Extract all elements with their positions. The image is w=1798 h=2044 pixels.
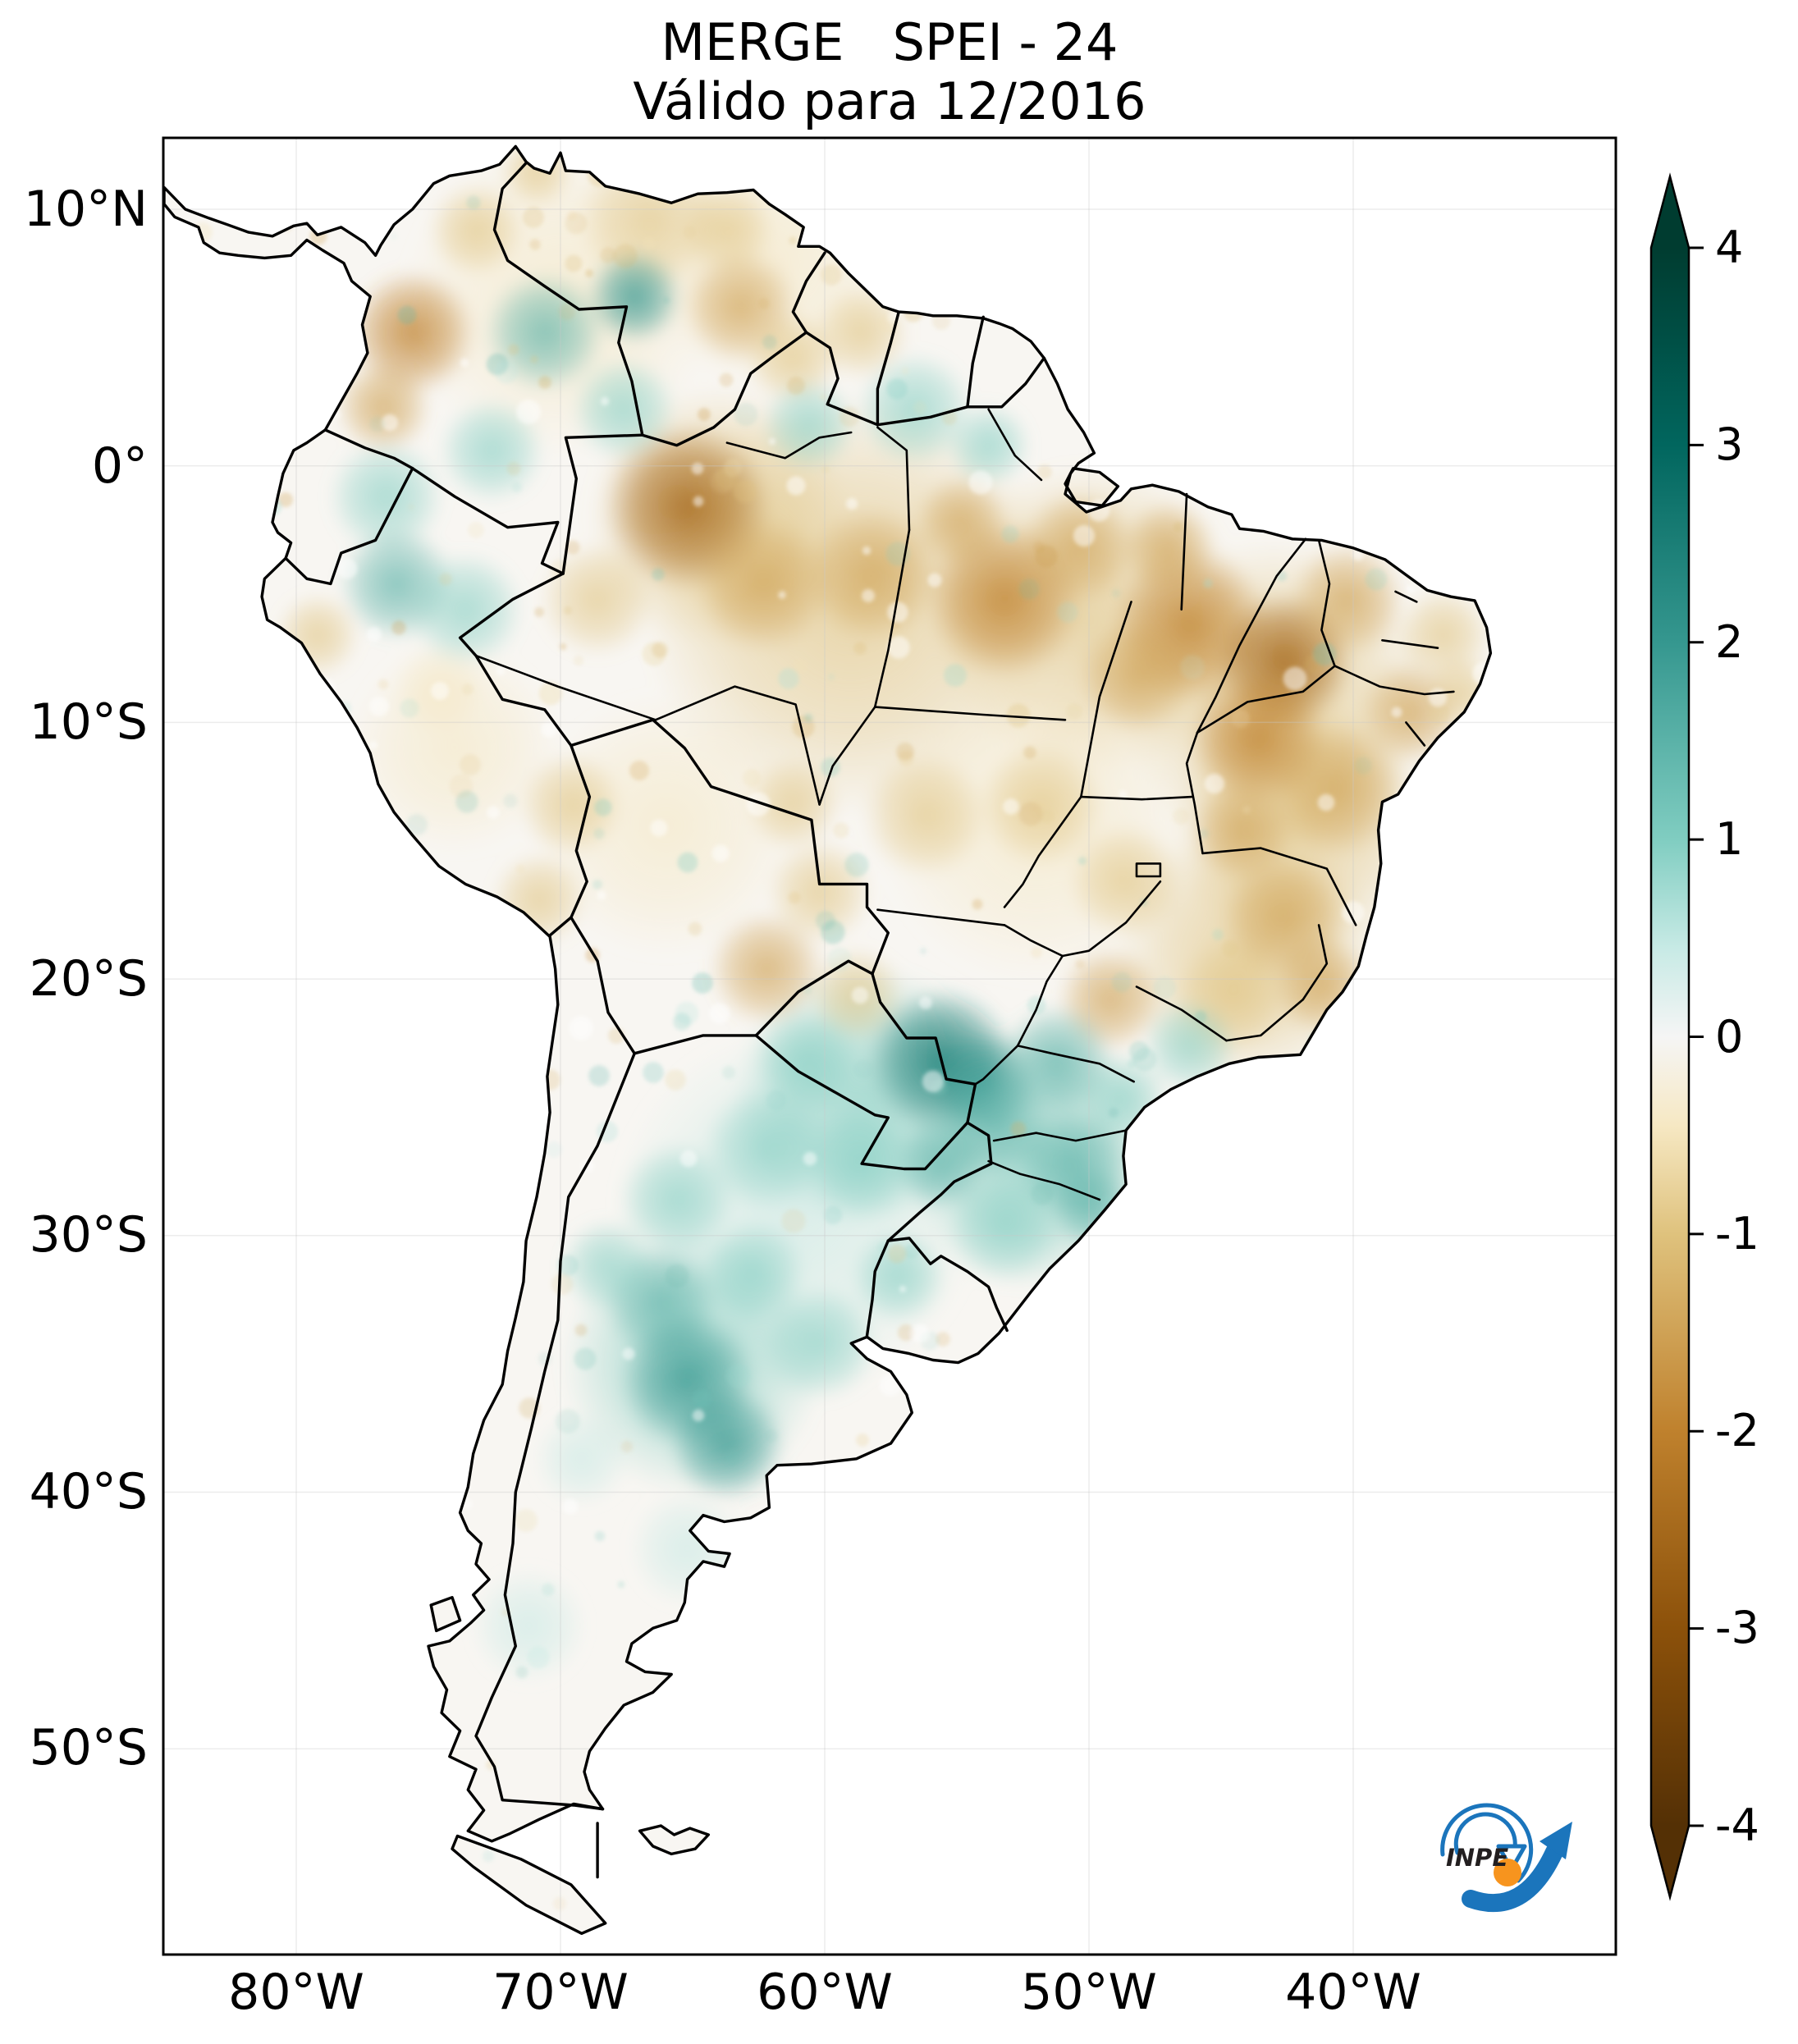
graticule: [163, 138, 1616, 1955]
figure-subtitle: Válido para 12/2016: [633, 71, 1146, 131]
inpe-logo: INPE: [1440, 1803, 1572, 1913]
map-axes: [162, 136, 1617, 1956]
x-tick-label-80w: 80°W: [228, 1964, 364, 2021]
colorbar: [1649, 172, 1704, 1901]
y-tick-label-10s: 10°S: [29, 693, 148, 751]
colorbar-tick-m3: -3: [1715, 1602, 1759, 1653]
colorbar-tick-m2: -2: [1715, 1405, 1759, 1456]
colorbar-tick-2: 2: [1715, 616, 1744, 668]
colorbar-tick-0: 0: [1715, 1011, 1744, 1063]
y-tick-label-20s: 20°S: [29, 950, 148, 1008]
colorbar-tick-4: 4: [1715, 222, 1744, 273]
country-borders: [284, 162, 1045, 1879]
y-tick-label-10n: 10°N: [23, 181, 148, 238]
colorbar-tick-3: 3: [1715, 418, 1744, 470]
coastline: [163, 144, 1493, 1935]
colorbar-tick-m4: -4: [1715, 1799, 1759, 1851]
x-tick-label-50w: 50°W: [1021, 1964, 1157, 2021]
colorbar-tick-m1: -1: [1715, 1208, 1759, 1260]
figure-title: MERGE SPEI - 24: [661, 12, 1119, 72]
x-tick-label-70w: 70°W: [492, 1964, 629, 2021]
x-tick-label-60w: 60°W: [757, 1964, 893, 2021]
state-borders: [474, 408, 1455, 1201]
y-tick-label-30s: 30°S: [29, 1206, 148, 1264]
y-tick-label-40s: 40°S: [29, 1463, 148, 1520]
x-tick-label-40w: 40°W: [1285, 1964, 1421, 2021]
colorbar-tick-1: 1: [1715, 813, 1744, 865]
inpe-logo-text: INPE: [1446, 1844, 1508, 1872]
y-tick-label-0: 0°: [91, 437, 148, 495]
y-tick-label-50s: 50°S: [29, 1719, 148, 1776]
